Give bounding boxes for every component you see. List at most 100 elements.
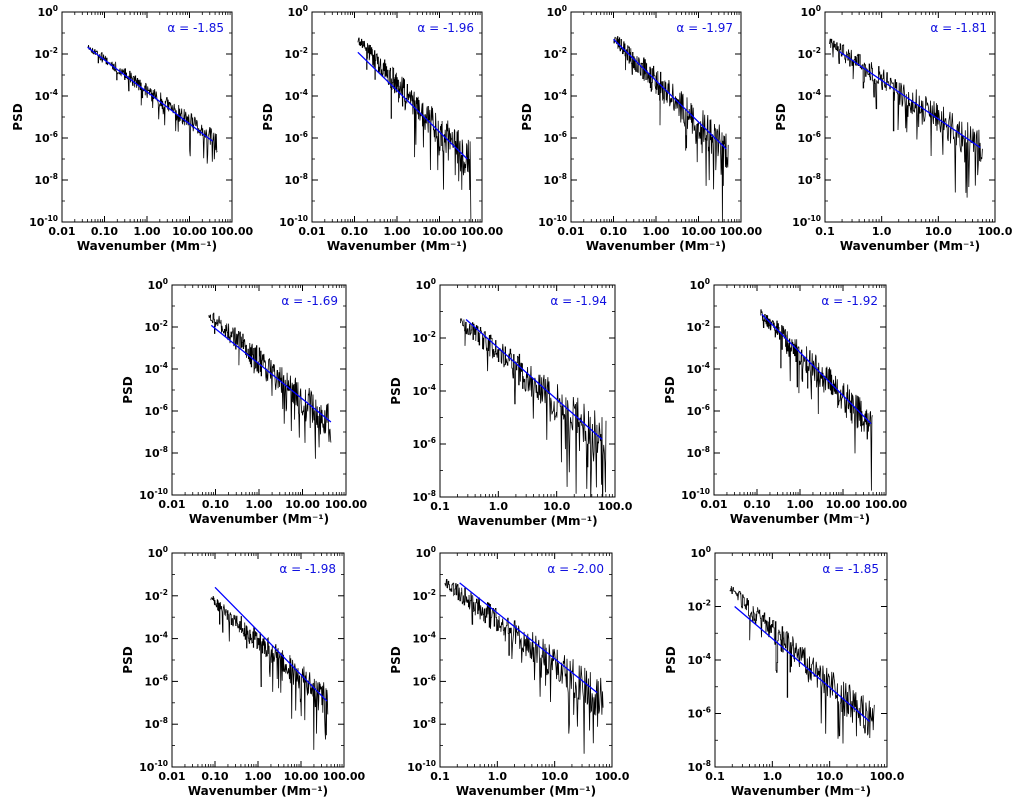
x-tick-label: 100.00 [461,225,504,238]
psd-curve [460,318,607,497]
x-tick-label: 100.0 [598,500,633,513]
x-axis-label: Wavenumber (Mm⁻¹) [77,239,217,253]
psd-panel-5: 0.01 0.10 1.00 10.00 100.00 10-10 10-8 10-6 10-4… [121,277,368,526]
y-tick-label: 100 [415,545,436,560]
x-tick-label: 10.00 [172,225,207,238]
y-axis-label: PSD [663,376,677,403]
y-tick-label: 10-4 [412,631,436,646]
x-axis-label: Wavenumber (Mm⁻¹) [189,512,329,526]
x-tick-label: 10.00 [284,770,319,783]
psd-panel-1: 0.01 0.10 1.00 10.00 100.00 10-10 10-8 10-6 10-4… [11,4,254,253]
y-tick-label: 10-8 [686,445,710,460]
x-tick-label: 100.00 [323,770,366,783]
y-tick-label: 10-4 [687,652,711,667]
psd-panel-7: 0.01 0.10 1.00 10.00 100.00 10-10 10-8 10-6 10-4… [663,277,908,526]
power-law-fit-line [761,313,872,425]
plot-frame [171,552,345,768]
plot-frame [439,552,613,768]
y-tick-label: 10-8 [144,445,168,460]
y-tick-label: 10-8 [144,716,168,731]
y-tick-label: 10-2 [543,46,567,61]
power-law-fit-line [214,586,328,702]
y-tick-label: 10-2 [34,46,58,61]
power-law-fit-line [734,606,871,723]
y-axis-label: PSD [520,103,534,130]
alpha-annotation: α = -1.69 [281,294,338,308]
x-tick-label: 0.1 [815,225,835,238]
x-tick-label: 0.10 [91,225,118,238]
y-axis-label: PSD [389,646,403,673]
psd-panel-6: 0.1 1.0 10.0 100.0 10-8 10-6 10-4 10-2 100 Wavenu… [389,277,633,528]
y-tick-label: 100 [287,4,308,19]
psd-panel-3: 0.01 0.10 1.00 10.00 100.00 10-10 10-8 10-6 10-4… [520,4,763,253]
x-tick-label: 0.10 [201,770,228,783]
y-tick-label: 10-2 [412,330,436,345]
y-tick-label: 10-4 [144,361,168,376]
plot-frame [570,11,742,223]
y-axis-label: PSD [11,103,25,130]
x-tick-label: 0.01 [700,498,727,511]
plot-frame [713,284,887,496]
x-tick-label: 0.1 [430,770,450,783]
y-tick-label: 100 [37,4,58,19]
x-tick-label: 1.0 [763,770,783,783]
x-tick-label: 10.0 [541,770,568,783]
x-tick-label: 0.1 [705,770,725,783]
y-tick-label: 100 [800,4,821,19]
x-tick-label: 0.10 [600,225,627,238]
y-tick-label: 10-10 [139,759,168,774]
y-tick-label: 10-6 [687,706,711,721]
y-tick-label: 10-4 [543,88,567,103]
psd-curve [208,312,332,459]
psd-panel-10: 0.1 1.0 10.0 100.0 10-8 10-6 10-4 10-2 100 Wavenu… [664,545,905,798]
x-tick-label: 1.00 [245,498,272,511]
y-tick-label: 10-2 [284,46,308,61]
y-tick-label: 10-10 [407,759,436,774]
psd-curve [829,38,983,198]
plot-frame [824,11,996,223]
x-tick-label: 100.0 [870,770,905,783]
x-tick-label: 0.01 [557,225,584,238]
y-tick-label: 10-6 [412,436,436,451]
x-tick-label: 10.0 [925,225,952,238]
power-law-fit-line [613,38,727,150]
psd-panel-9: 0.1 1.0 10.0 100.0 10-10 10-8 10-6 10-4 10-2 100 W… [389,545,630,798]
x-tick-label: 0.01 [298,225,325,238]
x-tick-label: 0.10 [743,498,770,511]
y-tick-label: 10-4 [686,361,710,376]
y-tick-label: 10-8 [284,172,308,187]
x-axis-label: Wavenumber (Mm⁻¹) [586,239,726,253]
power-law-fit-line [459,582,598,694]
y-tick-label: 100 [690,545,711,560]
y-tick-label: 10-2 [144,319,168,334]
alpha-annotation: α = -1.94 [550,294,607,308]
x-tick-label: 0.01 [158,770,185,783]
y-tick-label: 10-2 [797,46,821,61]
y-tick-label: 10-8 [412,489,436,504]
x-tick-label: 100.00 [865,498,908,511]
x-tick-label: 1.0 [489,500,509,513]
x-tick-label: 10.0 [543,500,570,513]
x-axis-label: Wavenumber (Mm⁻¹) [188,784,328,798]
x-tick-label: 1.00 [133,225,160,238]
y-tick-label: 10-10 [139,487,168,502]
y-tick-label: 10-10 [29,214,58,229]
plot-frame [311,11,483,223]
psd-curve [357,37,472,222]
plot-frame [171,284,347,496]
alpha-annotation: α = -1.85 [822,562,879,576]
x-tick-label: 10.0 [816,770,843,783]
y-tick-label: 10-6 [543,130,567,145]
y-tick-label: 100 [546,4,567,19]
alpha-annotation: α = -1.97 [676,21,733,35]
y-tick-label: 10-6 [34,130,58,145]
y-tick-label: 100 [689,277,710,292]
y-tick-label: 10-6 [284,130,308,145]
power-law-fit-line [839,51,981,149]
y-axis-label: PSD [261,103,275,130]
x-axis-label: Wavenumber (Mm⁻¹) [456,784,596,798]
psd-curve [613,36,729,222]
psd-curve [210,596,329,750]
alpha-annotation: α = -2.00 [547,562,604,576]
